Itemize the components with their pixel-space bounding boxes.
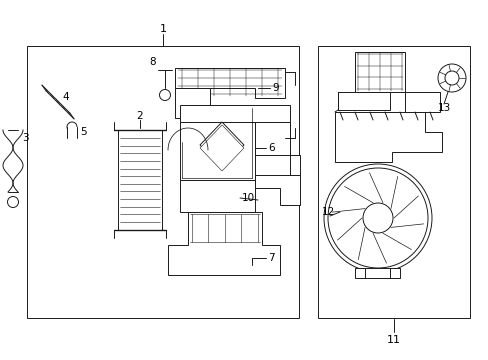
Polygon shape (175, 88, 209, 118)
Text: 6: 6 (267, 143, 274, 153)
Circle shape (444, 71, 458, 85)
Text: 10: 10 (242, 193, 255, 203)
Polygon shape (180, 122, 254, 180)
Polygon shape (180, 180, 254, 212)
Bar (317, 46, 469, 318)
Polygon shape (354, 52, 404, 92)
Polygon shape (334, 112, 441, 162)
Polygon shape (175, 68, 285, 98)
Polygon shape (337, 92, 389, 110)
Text: 9: 9 (271, 83, 278, 93)
Polygon shape (200, 122, 244, 168)
Text: 2: 2 (137, 111, 143, 121)
Circle shape (362, 203, 392, 233)
Text: 12: 12 (321, 207, 335, 217)
Polygon shape (404, 92, 439, 112)
Text: 13: 13 (437, 103, 450, 113)
Polygon shape (254, 122, 299, 175)
Circle shape (7, 197, 19, 207)
Polygon shape (180, 105, 289, 140)
Text: 7: 7 (267, 253, 274, 263)
Bar (27, 46, 298, 318)
Text: 3: 3 (22, 133, 29, 143)
Text: 8: 8 (149, 57, 156, 67)
Text: 1: 1 (159, 24, 166, 34)
Text: 11: 11 (386, 335, 400, 345)
Circle shape (327, 168, 427, 268)
Polygon shape (168, 212, 280, 275)
Text: 5: 5 (80, 127, 86, 137)
Text: 4: 4 (62, 92, 68, 102)
Circle shape (159, 90, 170, 100)
Polygon shape (200, 125, 244, 171)
Polygon shape (254, 175, 299, 205)
Polygon shape (354, 268, 399, 278)
